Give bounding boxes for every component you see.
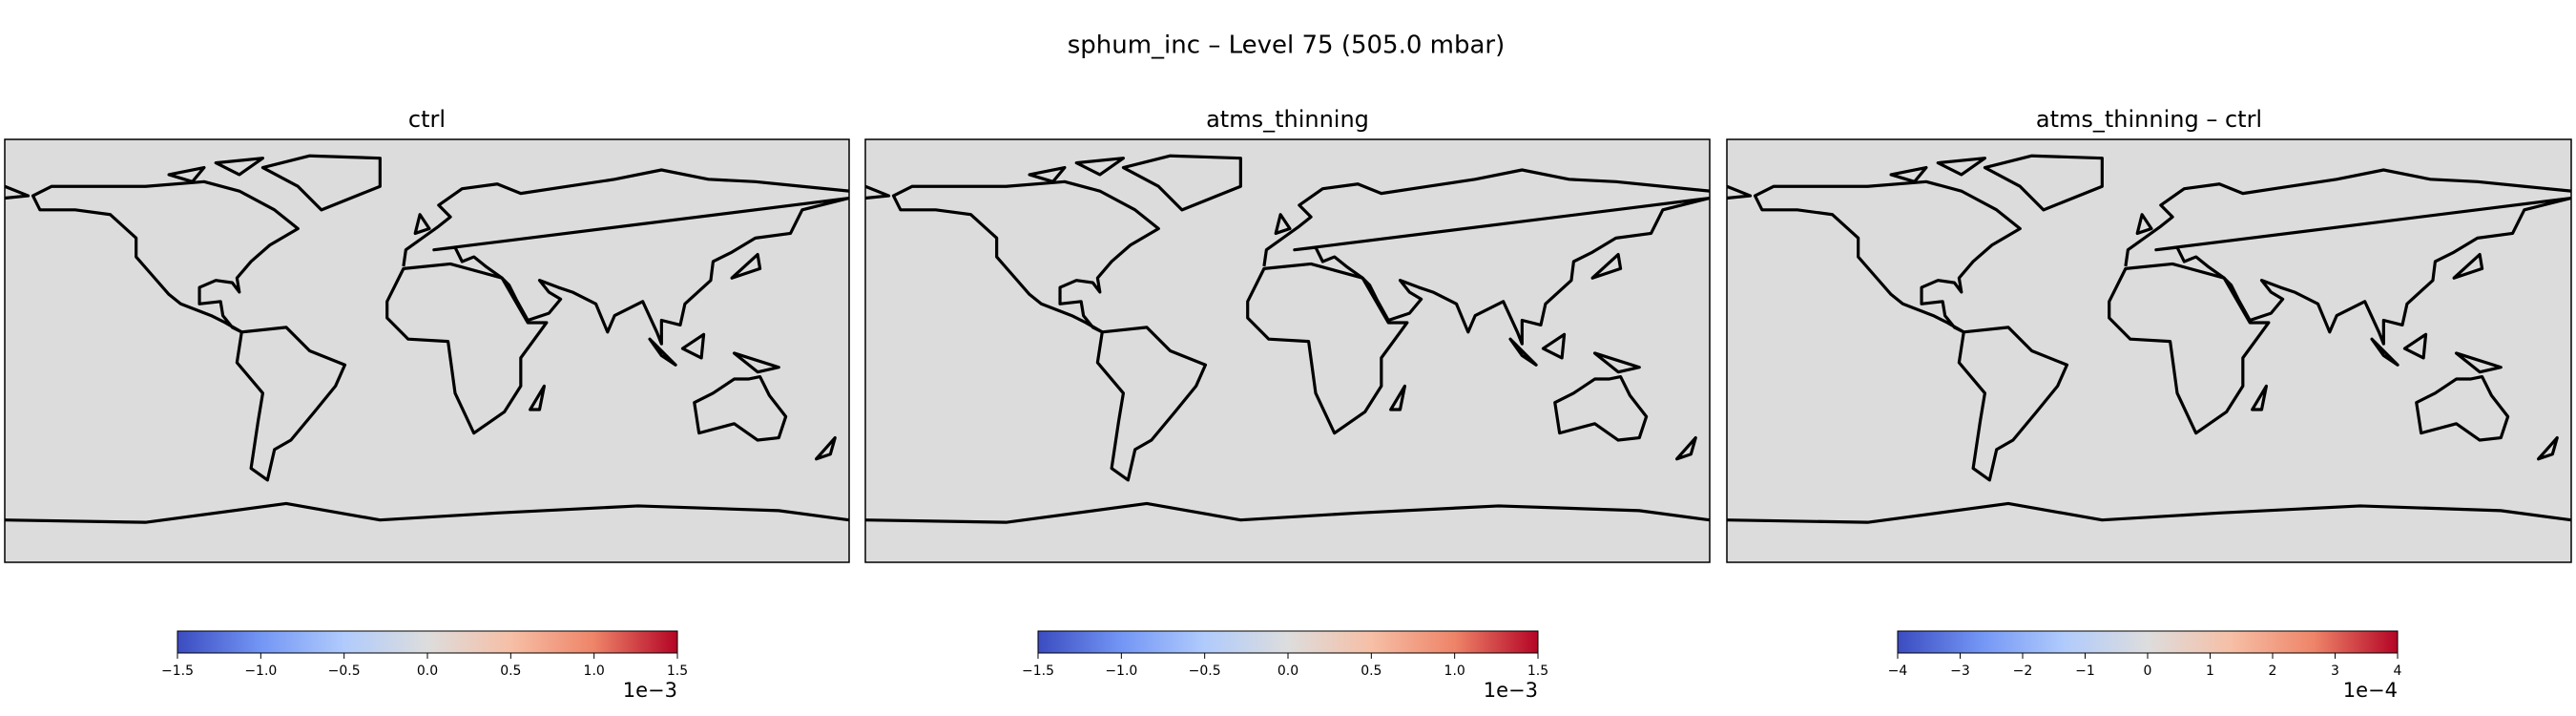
colorbar-tick-label: 0.5 [500,663,521,679]
map-background [5,139,849,562]
colorbar-offset-label: 1e−3 [623,679,677,702]
colorbar-tick-label: 1.0 [584,663,605,679]
colorbar-tick-label: −0.5 [1189,663,1221,679]
colorbar-tick-label: −1 [2075,663,2095,679]
map-background [1727,139,2571,562]
colorbar-tick-label: −0.5 [328,663,361,679]
colorbar-tick-label: −1.0 [244,663,277,679]
map-frame [4,138,850,563]
colorbar-tick-label: 0.0 [1278,663,1298,679]
colorbar-tick-label: −3 [1950,663,1970,679]
colorbar-tick-label: 1 [2206,663,2214,679]
colorbar-tick-label: 1.0 [1444,663,1465,679]
colorbar-tick-label: −1.5 [1022,663,1054,679]
colorbar-tick-label: 0 [2144,663,2152,679]
colorbar-offset-label: 1e−4 [2343,679,2398,702]
colorbar-tick-label: 1.5 [1527,663,1548,679]
colorbar-tick-label: 2 [2269,663,2277,679]
colorbar-tick-label: −2 [2013,663,2033,679]
colorbar [1897,630,2399,654]
panel-title: atms_thinning [1206,106,1369,133]
map-frame [864,138,1711,563]
colorbar [177,630,678,654]
colorbar-tick-label: −1.5 [161,663,194,679]
panel-title: atms_thinning – ctrl [2036,106,2262,133]
colorbar [1037,630,1539,654]
colorbar-tick-label: 4 [2394,663,2402,679]
colorbar-tick-label: 0.0 [417,663,438,679]
colorbar-tick-label: 1.5 [667,663,688,679]
colorbar-tick-label: −4 [1888,663,1908,679]
colorbar-tick-label: −1.0 [1105,663,1137,679]
map-frame [1726,138,2572,563]
figure-title: sphum_inc – Level 75 (505.0 mbar) [1068,32,1506,60]
colorbar-offset-label: 1e−3 [1484,679,1538,702]
colorbar-tick-label: 0.5 [1361,663,1381,679]
map-background [865,139,1710,562]
panel-title: ctrl [408,106,446,133]
colorbar-tick-label: 3 [2331,663,2339,679]
